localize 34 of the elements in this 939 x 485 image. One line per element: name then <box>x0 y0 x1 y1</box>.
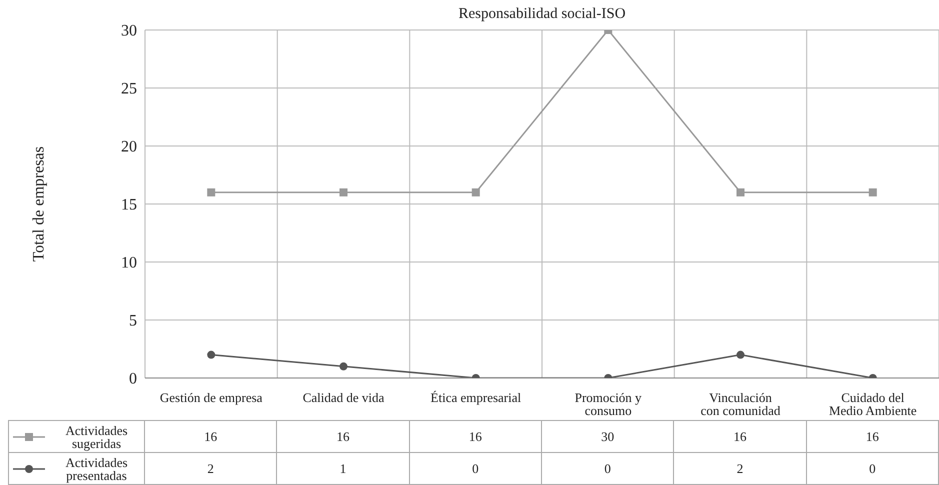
point <box>207 188 216 196</box>
y-tick-label: 5 <box>129 312 137 330</box>
x-tick-label: Gestión de empresa <box>160 390 263 405</box>
y-tick-label: 15 <box>121 196 137 214</box>
data-label: 2 <box>144 452 277 484</box>
data-label: 30 <box>541 420 674 452</box>
point <box>868 188 877 196</box>
x-tick-label: Cuidado del Medio Ambiente <box>828 390 917 418</box>
data-label: 1 <box>276 452 410 484</box>
x-tick-label: Promoción y consumo <box>574 390 642 418</box>
y-tick-label: 30 <box>121 22 137 40</box>
data-label: 0 <box>541 452 674 484</box>
y-tick-label: 25 <box>121 80 137 98</box>
point <box>472 188 480 196</box>
data-label: 2 <box>674 452 806 484</box>
point <box>736 188 744 196</box>
point <box>340 188 348 196</box>
data-label: 0 <box>806 452 938 484</box>
legend-label: Actividades presentadas <box>64 454 129 482</box>
data-label: 16 <box>276 420 410 452</box>
y-axis-title: Total de empresas <box>30 146 48 262</box>
legend-label: Actividades sugeridas <box>64 422 129 450</box>
data-label: 16 <box>144 420 277 452</box>
x-tick-label: Vinculación con comunidad <box>700 390 781 418</box>
y-tick-label: 20 <box>121 138 137 156</box>
chart-title: Responsabilidad social-ISO <box>457 6 627 23</box>
data-label: 0 <box>409 452 542 484</box>
data-label: 16 <box>806 420 938 452</box>
y-tick-label: 0 <box>129 370 137 388</box>
x-tick-label: Calidad de vida <box>302 390 385 405</box>
x-tick-label: Ética empresarial <box>430 390 522 405</box>
data-label: 16 <box>674 420 806 452</box>
y-tick-label: 10 <box>121 254 137 272</box>
data-label: 16 <box>409 420 542 452</box>
